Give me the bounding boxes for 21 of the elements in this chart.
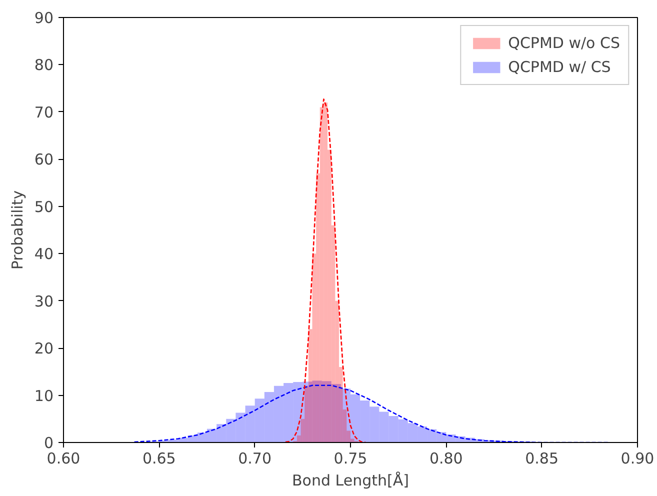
legend-label: QCPMD w/ CS — [508, 58, 611, 76]
y-tick-label: 30 — [34, 292, 54, 310]
x-axis-title: Bond Length[Å] — [292, 472, 409, 490]
x-tick-label: 0.70 — [238, 450, 272, 468]
y-axis-title: Probability — [8, 190, 26, 270]
y-tick-label: 50 — [34, 198, 54, 216]
x-tick-label: 0.60 — [46, 450, 80, 468]
y-tick-label: 70 — [34, 103, 54, 122]
x-tick-label: 0.65 — [142, 450, 176, 468]
y-tick-label: 10 — [34, 386, 54, 405]
y-tick-label: 40 — [34, 245, 54, 264]
y-tick-label: 0 — [44, 434, 54, 452]
y-tick-label: 90 — [34, 9, 54, 27]
y-tick-label: 20 — [34, 340, 54, 358]
legend-label: QCPMD w/o CS — [508, 34, 620, 52]
x-tick-label: 0.75 — [334, 450, 368, 468]
y-tick-label: 80 — [34, 56, 54, 74]
x-tick-label: 0.85 — [525, 450, 559, 468]
x-tick-label: 0.90 — [620, 450, 654, 468]
x-tick-label: 0.80 — [429, 450, 463, 468]
y-tick-label: 60 — [34, 150, 54, 169]
